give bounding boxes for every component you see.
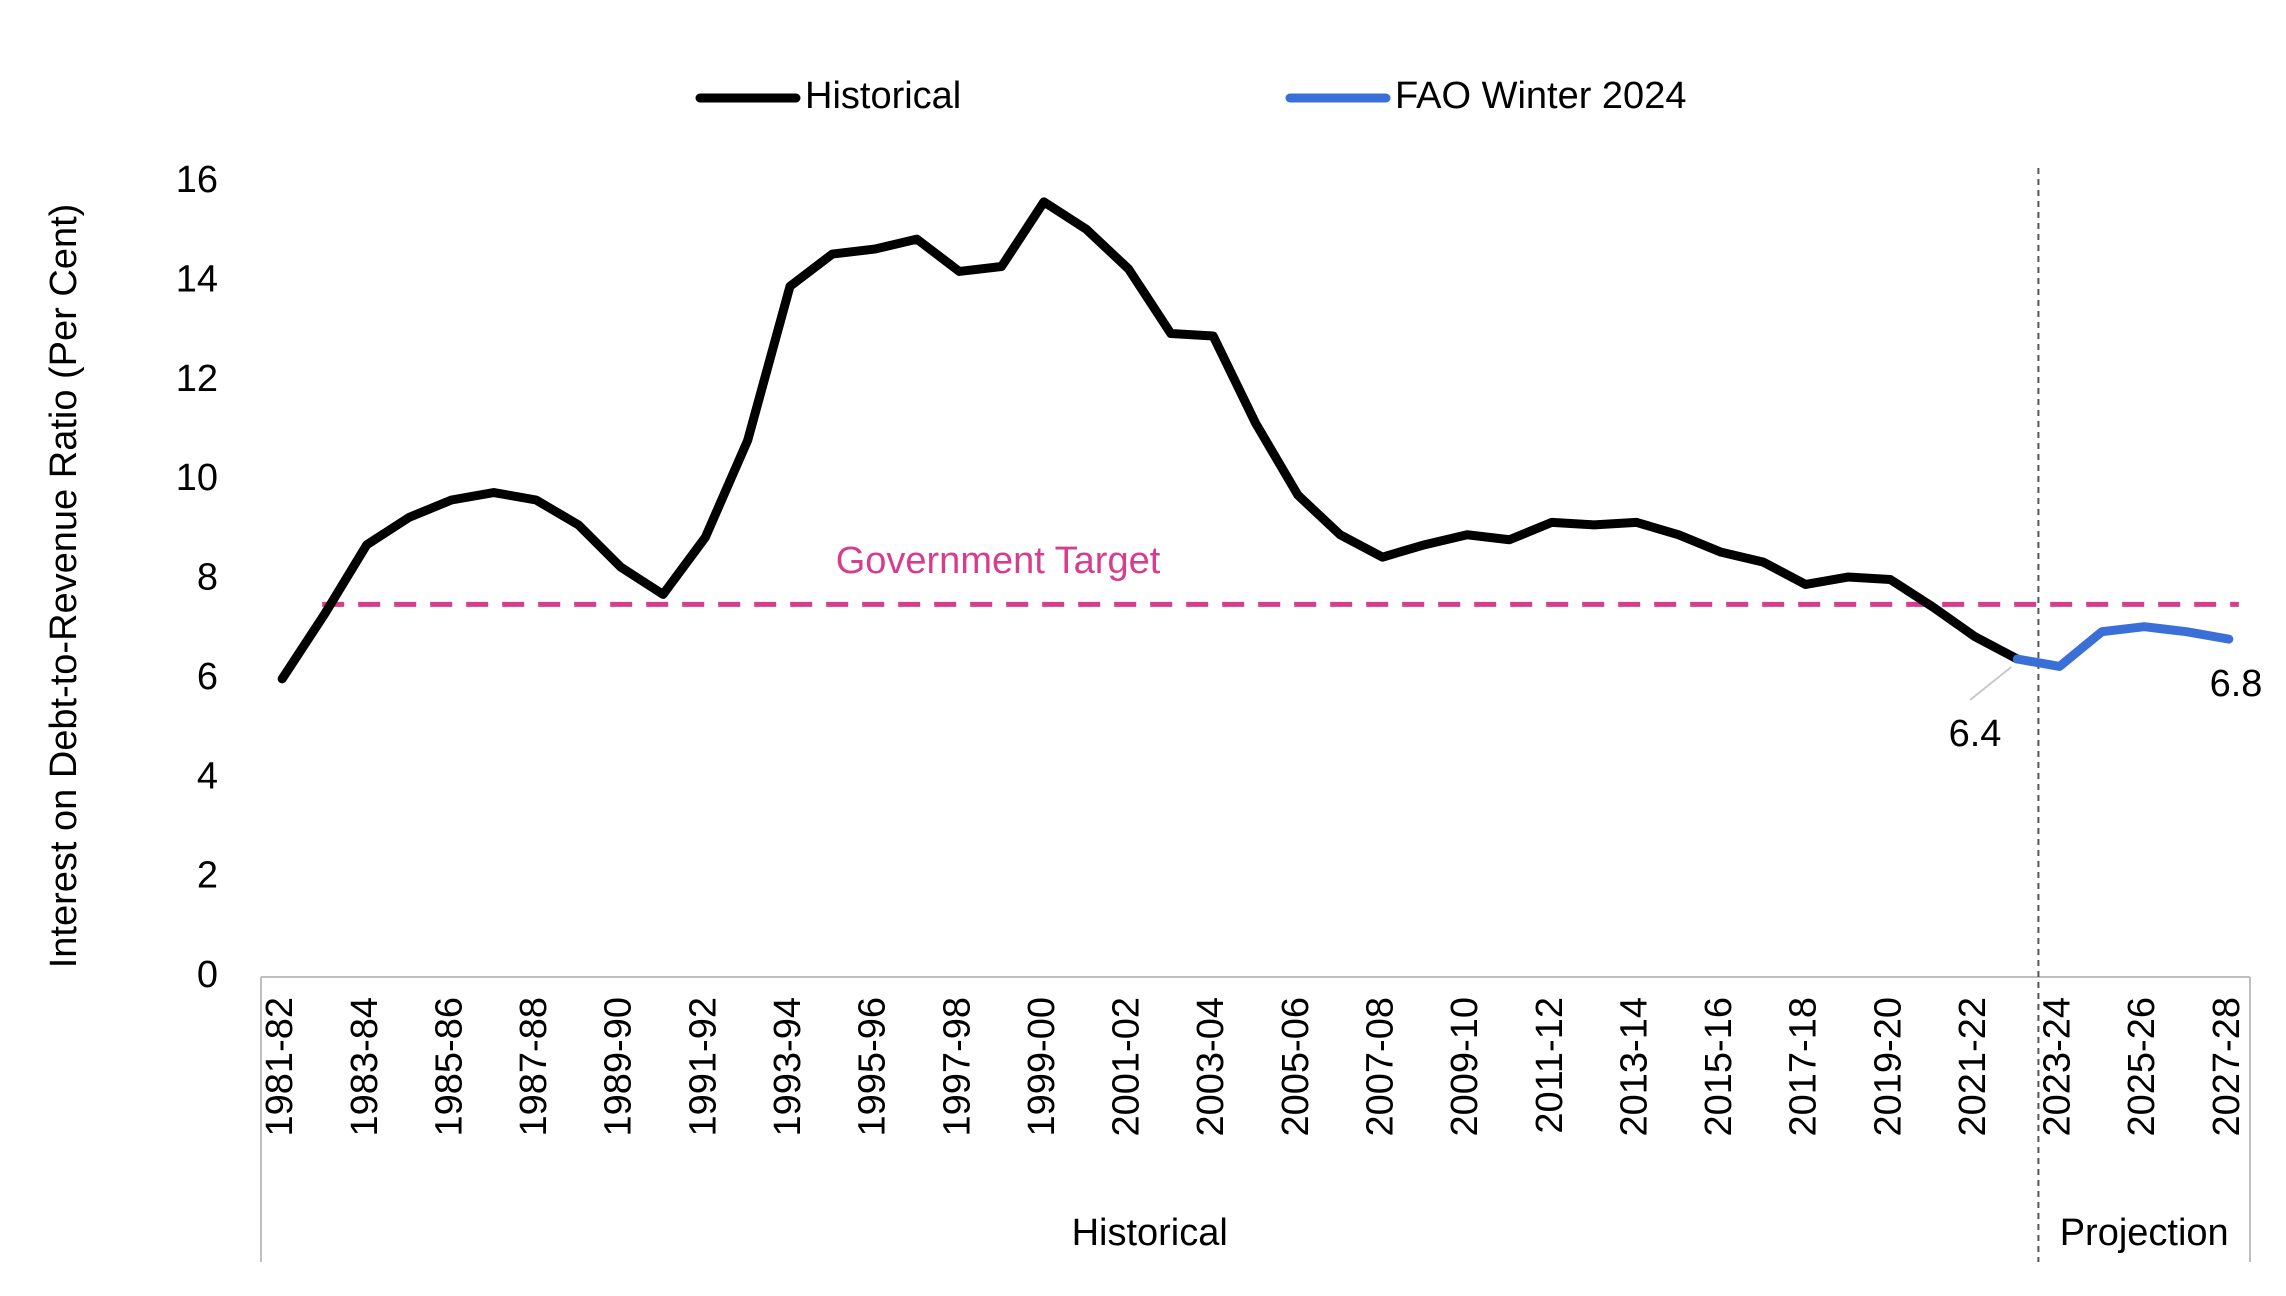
x-tick-label: 2003-04 bbox=[1190, 997, 1232, 1136]
y-tick-label: 10 bbox=[176, 457, 218, 499]
x-tick-label: 2005-06 bbox=[1275, 997, 1317, 1136]
x-tick-label: 2017-18 bbox=[1783, 997, 1825, 1136]
y-tick-label: 4 bbox=[197, 755, 218, 797]
x-tick-label: 1999-00 bbox=[1021, 997, 1063, 1136]
y-tick-label: 8 bbox=[197, 557, 218, 599]
value-label: 6.4 bbox=[1949, 713, 2002, 755]
target-label: Government Target bbox=[836, 540, 1161, 582]
y-axis-title: Interest on Debt-to-Revenue Ratio (Per C… bbox=[43, 204, 85, 969]
x-tick-label: 2015-16 bbox=[1698, 997, 1740, 1136]
y-tick-label: 16 bbox=[176, 159, 218, 201]
x-tick-label: 1981-82 bbox=[259, 997, 301, 1136]
x-tick-label: 1989-90 bbox=[598, 997, 640, 1136]
y-tick-label: 12 bbox=[176, 358, 218, 400]
x-tick-label: 1997-98 bbox=[936, 997, 978, 1136]
x-tick-label: 1985-86 bbox=[428, 997, 470, 1136]
series-line bbox=[277, 197, 2022, 684]
y-tick-label: 0 bbox=[197, 954, 218, 996]
x-tick-label: 2021-22 bbox=[1952, 997, 1994, 1136]
y-tick-label: 14 bbox=[176, 258, 218, 300]
x-tick-label: 1995-96 bbox=[852, 997, 894, 1136]
x-tick-label: 2007-08 bbox=[1359, 997, 1401, 1136]
x-tick-label: 2025-26 bbox=[2121, 997, 2163, 1136]
x-tick-label: 2027-28 bbox=[2206, 997, 2248, 1136]
x-tick-label: 2001-02 bbox=[1106, 997, 1148, 1136]
x-tick-label: 2023-24 bbox=[2037, 997, 2079, 1136]
x-tick-label: 2019-20 bbox=[1867, 997, 1909, 1136]
x-tick-label: 1993-94 bbox=[767, 997, 809, 1136]
value-label: 6.8 bbox=[2210, 663, 2263, 705]
x-tick-label: 1987-88 bbox=[513, 997, 555, 1136]
leader-line bbox=[1969, 666, 2012, 701]
x-tick-label: 1983-84 bbox=[344, 997, 386, 1136]
legend-label: Historical bbox=[805, 75, 961, 117]
y-tick-label: 2 bbox=[197, 855, 218, 897]
group-label: Projection bbox=[2060, 1212, 2229, 1254]
legend-label: FAO Winter 2024 bbox=[1395, 75, 1686, 117]
series-line bbox=[2012, 622, 2234, 671]
x-tick-label: 1991-92 bbox=[682, 997, 724, 1136]
x-tick-label: 2009-10 bbox=[1444, 997, 1486, 1136]
group-label: Historical bbox=[1072, 1212, 1228, 1254]
x-tick-label: 2013-14 bbox=[1613, 997, 1655, 1136]
y-tick-label: 6 bbox=[197, 656, 218, 698]
x-tick-label: 2011-12 bbox=[1529, 997, 1571, 1134]
